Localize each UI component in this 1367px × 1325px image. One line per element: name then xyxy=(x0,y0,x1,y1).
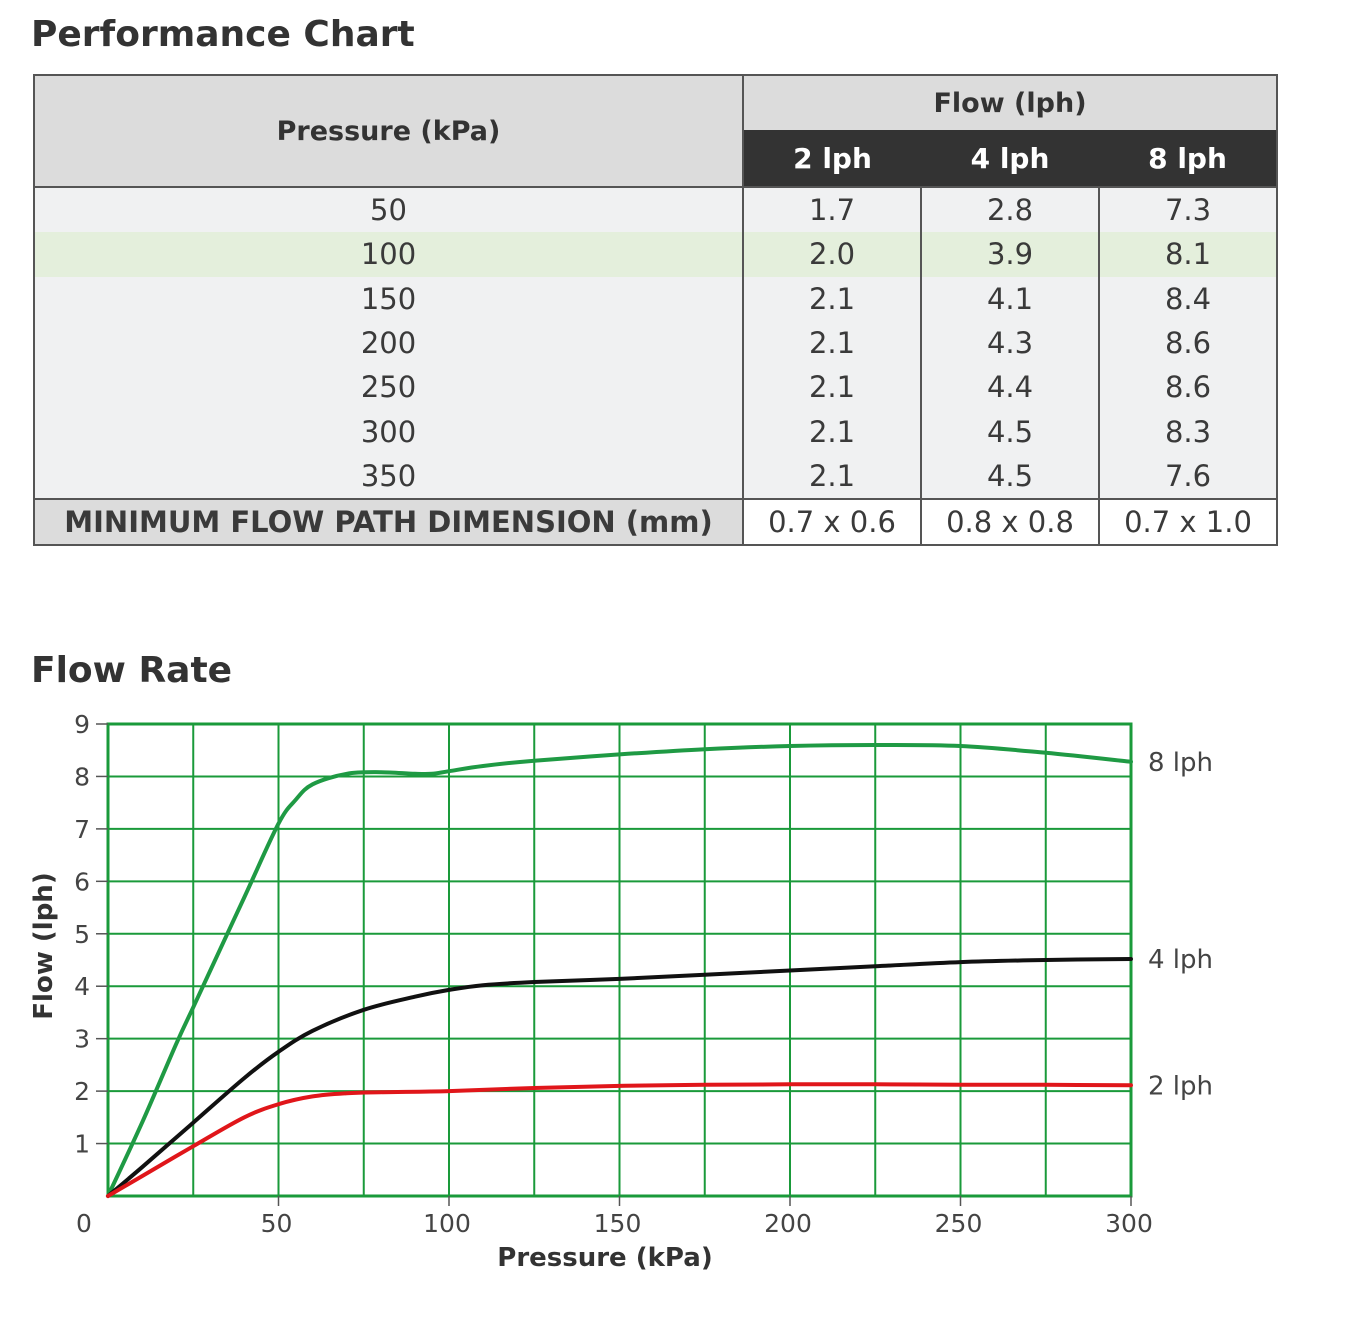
flow-cell-4lph: 4.3 xyxy=(921,320,1100,366)
flow-cell-8lph: 8.3 xyxy=(1099,409,1279,454)
flow-cell-8lph: 7.3 xyxy=(1099,187,1279,233)
series-line-8-lph xyxy=(106,742,1133,1198)
table-footer-row: MINIMUM FLOW PATH DIMENSION (mm) 0.7 x 0… xyxy=(33,498,1279,547)
pressure-cell: 150 xyxy=(33,276,744,321)
x-tick-label: 250 xyxy=(935,1209,983,1238)
y-tick-label: 1 xyxy=(74,1130,90,1159)
table-row: 150 2.1 4.1 8.4 xyxy=(33,276,1279,321)
flow-cell-4lph: 4.5 xyxy=(921,409,1100,454)
flow-cell-8lph: 8.6 xyxy=(1099,365,1279,410)
flow-column-8lph: 8 lph xyxy=(1099,130,1279,188)
x-tick-label: 0 xyxy=(76,1209,92,1238)
pressure-cell: 300 xyxy=(33,409,744,454)
performance-chart-title: Performance Chart xyxy=(31,14,415,55)
chart-series xyxy=(106,742,1133,1198)
chart-ticks: 1 2 3 4 5 6 7 8 9 0 50 100 150 200 250 300 xyxy=(74,710,1153,1238)
table-row: 300 2.1 4.5 8.3 xyxy=(33,409,1279,454)
pressure-cell: 250 xyxy=(33,365,744,410)
y-tick-label: 8 xyxy=(74,762,90,791)
flow-cell-8lph: 8.6 xyxy=(1099,320,1279,366)
x-axis-label: Pressure (kPa) xyxy=(497,1243,712,1273)
x-tick-label: 200 xyxy=(764,1209,812,1238)
series-line-2-lph xyxy=(106,1082,1133,1198)
y-tick-label: 3 xyxy=(74,1025,90,1054)
min-flow-path-8lph: 0.7 x 1.0 xyxy=(1099,498,1279,547)
performance-table: Pressure (kPa) Flow (lph) 2 lph 4 lph 8 … xyxy=(33,74,1279,547)
y-tick-label: 5 xyxy=(74,920,90,949)
pressure-cell: 50 xyxy=(33,187,744,233)
flow-cell-2lph: 1.7 xyxy=(743,187,922,233)
y-tick-label: 6 xyxy=(74,867,90,896)
flow-cell-8lph: 8.1 xyxy=(1099,232,1279,277)
flow-rate-title: Flow Rate xyxy=(31,650,233,691)
series-label-2-lph: 2 lph xyxy=(1148,1071,1213,1101)
flow-cell-2lph: 2.1 xyxy=(743,453,922,500)
flow-cell-2lph: 2.1 xyxy=(743,320,922,366)
flow-cell-2lph: 2.0 xyxy=(743,232,922,277)
pressure-header: Pressure (kPa) xyxy=(33,74,744,188)
min-flow-path-2lph: 0.7 x 0.6 xyxy=(743,498,922,547)
table-row: 250 2.1 4.4 8.6 xyxy=(33,365,1279,410)
x-tick-label: 100 xyxy=(423,1209,471,1238)
series-label-4-lph: 4 lph xyxy=(1148,945,1213,975)
flow-cell-4lph: 4.5 xyxy=(921,453,1100,500)
flow-cell-2lph: 2.1 xyxy=(743,365,922,410)
flow-cell-8lph: 7.6 xyxy=(1099,453,1279,500)
y-tick-label: 9 xyxy=(74,710,90,739)
min-flow-path-label: MINIMUM FLOW PATH DIMENSION (mm) xyxy=(33,498,744,547)
table-row: 50 1.7 2.8 7.3 xyxy=(33,187,1279,233)
flow-header: Flow (lph) xyxy=(743,74,1279,130)
chart-series-labels: 8 lph 4 lph 2 lph xyxy=(1148,748,1213,1102)
table-row: 350 2.1 4.5 7.6 xyxy=(33,453,1279,500)
flow-column-4lph: 4 lph xyxy=(921,130,1099,188)
flow-rate-chart: 1 2 3 4 5 6 7 8 9 0 50 100 150 200 250 300 8 lph 4 lph 2 … xyxy=(29,710,1213,1273)
flow-cell-4lph: 2.8 xyxy=(921,187,1100,233)
flow-cell-2lph: 2.1 xyxy=(743,409,922,454)
x-tick-label: 300 xyxy=(1105,1209,1153,1238)
flow-cell-4lph: 4.4 xyxy=(921,365,1100,410)
table-row: 200 2.1 4.3 8.6 xyxy=(33,320,1279,366)
flow-column-2lph: 2 lph xyxy=(743,130,921,188)
y-tick-label: 4 xyxy=(74,972,90,1001)
pressure-cell: 350 xyxy=(33,453,744,500)
y-axis-label: Flow (lph) xyxy=(29,872,59,1019)
min-flow-path-4lph: 0.8 x 0.8 xyxy=(921,498,1100,547)
series-line-4-lph xyxy=(106,957,1133,1198)
y-tick-label: 7 xyxy=(74,815,90,844)
flow-cell-2lph: 2.1 xyxy=(743,276,922,321)
flow-cell-8lph: 8.4 xyxy=(1099,276,1279,321)
series-label-8-lph: 8 lph xyxy=(1148,748,1213,778)
flow-cell-4lph: 3.9 xyxy=(921,232,1100,277)
flow-cell-4lph: 4.1 xyxy=(921,276,1100,321)
y-tick-label: 2 xyxy=(74,1077,90,1106)
pressure-cell: 100 xyxy=(33,232,744,277)
table-row-highlighted: 100 2.0 3.9 8.1 xyxy=(33,232,1279,277)
x-tick-label: 50 xyxy=(261,1209,293,1238)
x-tick-label: 150 xyxy=(594,1209,642,1238)
pressure-cell: 200 xyxy=(33,320,744,366)
